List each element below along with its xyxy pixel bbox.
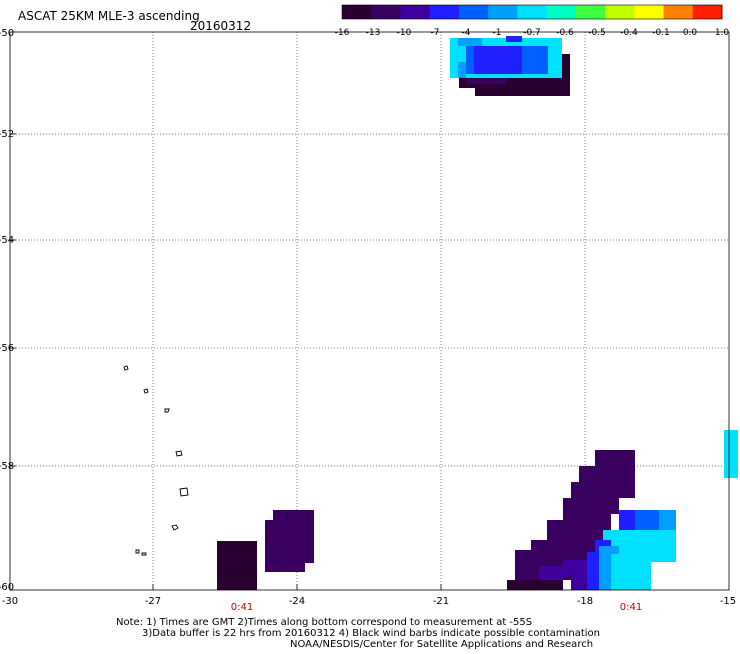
- colorbar-label: -16: [335, 28, 350, 38]
- colorbar-label: -4: [462, 28, 471, 38]
- note-line-3: NOAA/NESDIS/Center for Satellite Applica…: [290, 639, 593, 650]
- colorbar-label: -7: [431, 28, 440, 38]
- data-cell: [474, 46, 522, 74]
- colorbar: -16 -13 -10 -7 -4 -1 -0.7 -0.6 -0.5 -0.4…: [335, 4, 730, 38]
- colorbar-swatch: [429, 5, 460, 19]
- colorbar-swatch: [692, 5, 723, 19]
- colorbar-label: -0.6: [556, 28, 574, 38]
- y-tick-label: -54: [0, 235, 14, 246]
- data-cell: [724, 430, 738, 478]
- y-tick-label: -52: [0, 129, 14, 140]
- colorbar-swatch: [400, 5, 431, 19]
- colorbar-label: 0.0: [683, 28, 698, 38]
- colorbar-label: -10: [397, 28, 412, 38]
- data-cell: [265, 520, 305, 572]
- data-cell: [507, 580, 563, 590]
- x-tick-label: -27: [145, 596, 161, 607]
- data-cell: [587, 552, 599, 590]
- colorbar-swatch: [546, 5, 577, 19]
- island-outline: [164, 408, 170, 413]
- time-label: 0:41: [231, 602, 253, 613]
- island-outline: [171, 524, 179, 531]
- x-tick-label: -18: [577, 596, 593, 607]
- x-tick-label: -24: [289, 596, 305, 607]
- island-outline: [135, 549, 140, 554]
- data-cell: [458, 62, 466, 78]
- y-tick-label: -60: [0, 582, 14, 593]
- data-cell: [506, 36, 522, 42]
- data-cell: [627, 562, 651, 590]
- island-outline: [141, 552, 147, 556]
- graticule: [10, 32, 729, 590]
- map-date: 20160312: [190, 19, 251, 33]
- colorbar-swatch: [634, 5, 665, 19]
- axis-ticks: [10, 133, 586, 590]
- note-line-2: 3)Data buffer is 22 hrs from 20160312 4)…: [142, 628, 600, 639]
- colorbar-frame: [341, 4, 723, 20]
- colorbar-label: 1.0: [715, 28, 730, 38]
- colorbar-label: -0.4: [620, 28, 638, 38]
- data-cell: [539, 566, 563, 580]
- data-cell: [458, 38, 482, 46]
- colorbar-label: -1: [493, 28, 502, 38]
- data-cell: [563, 560, 587, 576]
- data-cell: [635, 510, 659, 530]
- colorbar-swatch: [458, 5, 489, 19]
- colorbar-swatch: [488, 5, 518, 19]
- time-label: 0:41: [620, 602, 642, 613]
- data-cell: [217, 541, 257, 590]
- colorbar-swatch: [517, 5, 548, 19]
- y-tick-label: -58: [0, 461, 14, 472]
- colorbar-label: -0.7: [523, 28, 541, 38]
- colorbar-label: -13: [366, 28, 381, 38]
- map-frame: [9, 31, 730, 591]
- colorbar-swatches: [342, 5, 723, 19]
- colorbar-label: -0.5: [588, 28, 606, 38]
- data-cell: [619, 510, 635, 530]
- wind-data-cells: [217, 36, 738, 590]
- x-tick-label: -21: [433, 596, 449, 607]
- x-tick-label: -30: [2, 596, 18, 607]
- y-tick-label: -56: [0, 343, 14, 354]
- island-outline: [123, 365, 129, 371]
- colorbar-swatch: [605, 5, 635, 19]
- colorbar-swatch: [371, 5, 401, 19]
- colorbar-label: -0.1: [652, 28, 670, 38]
- map-title: ASCAT 25KM MLE-3 ascending: [18, 9, 200, 23]
- colorbar-swatch: [575, 5, 606, 19]
- island-outline: [143, 388, 149, 394]
- colorbar-swatch: [342, 5, 372, 19]
- y-tick-label: -50: [0, 28, 14, 39]
- island-outline: [175, 450, 183, 457]
- island-outlines: [123, 365, 189, 556]
- note-line-1: Note: 1) Times are GMT 2)Times along bot…: [116, 617, 532, 628]
- colorbar-swatch: [663, 5, 694, 19]
- island-outline: [179, 487, 189, 497]
- x-tick-label: -15: [720, 596, 736, 607]
